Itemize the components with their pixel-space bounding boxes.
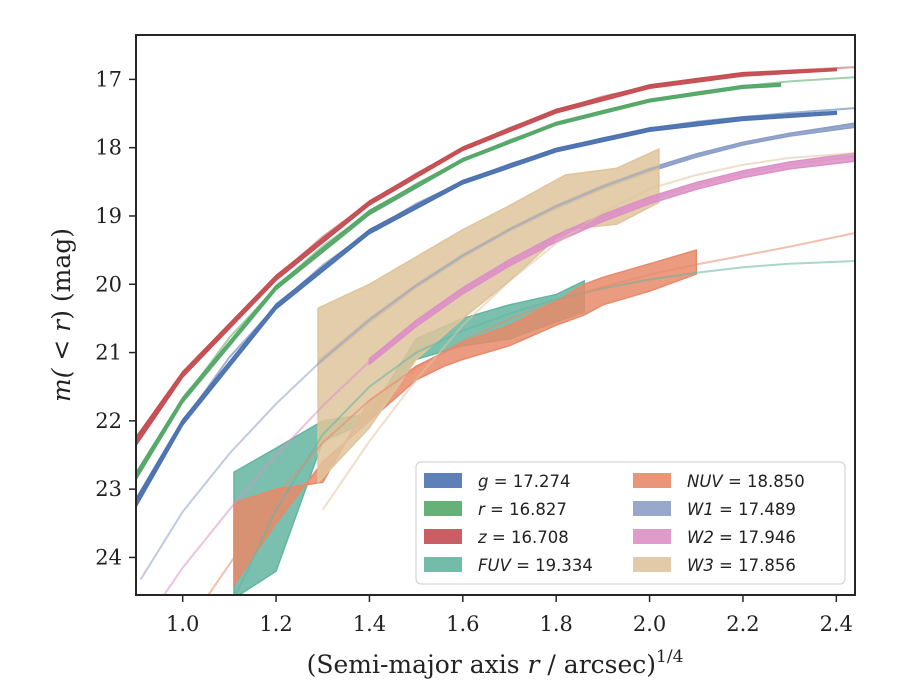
y-axis-label: m( < r) (mag) bbox=[47, 228, 76, 402]
y-tick-label: 18 bbox=[95, 136, 122, 160]
x-tick-label: 2.2 bbox=[726, 612, 759, 636]
legend-label-fuv: FUV = 19.334 bbox=[478, 556, 593, 575]
x-tick-label: 2.0 bbox=[633, 612, 666, 636]
y-tick-label: 23 bbox=[95, 477, 122, 501]
legend-label-w3: W3 = 17.856 bbox=[687, 556, 796, 575]
legend-swatch-w1 bbox=[633, 501, 671, 516]
y-tick-label: 20 bbox=[95, 272, 122, 296]
model-curve-r bbox=[136, 76, 855, 478]
legend-swatch-r bbox=[424, 501, 462, 516]
legend-label-w1: W1 = 17.489 bbox=[687, 500, 796, 519]
legend-label-r: r = 16.827 bbox=[478, 500, 567, 519]
x-tick-label: 1.4 bbox=[353, 612, 386, 636]
y-tick-label: 17 bbox=[95, 67, 122, 91]
legend-label-g: g = 17.274 bbox=[478, 472, 571, 491]
model-curve-w2 bbox=[163, 155, 855, 595]
x-tick-label: 1.6 bbox=[446, 612, 479, 636]
plot-frame bbox=[135, 34, 856, 596]
legend-label-nuv: NUV = 18.850 bbox=[687, 472, 805, 491]
y-tick-label: 24 bbox=[95, 545, 122, 569]
model-curve-nuv bbox=[207, 232, 855, 595]
y-axis-ticks: 17 18 19 20 21 22 23 24 bbox=[95, 67, 136, 569]
legend: g = 17.274 r = 16.827 z = 16.708 FUV = 19.3… bbox=[415, 461, 846, 585]
y-tick-label: 21 bbox=[95, 341, 122, 365]
x-tick-label: 1.2 bbox=[259, 612, 292, 636]
model-curve-w1 bbox=[139, 123, 855, 580]
x-tick-label: 1.8 bbox=[539, 612, 572, 636]
x-axis-ticks: 1.0 1.2 1.4 1.6 1.8 2.0 2.2 2.4 bbox=[166, 595, 853, 636]
band-g bbox=[136, 110, 838, 509]
y-tick-label: 22 bbox=[95, 409, 122, 433]
legend-label-w2: W2 = 17.946 bbox=[687, 528, 796, 547]
band-w2 bbox=[368, 152, 855, 366]
x-axis-label: (Semi-major axis r / arcsec)1/4 bbox=[307, 647, 684, 679]
legend-label-z: z = 16.708 bbox=[477, 528, 569, 547]
legend-swatch-w3 bbox=[633, 557, 671, 572]
model-curve-g bbox=[136, 107, 855, 504]
x-tick-label: 2.4 bbox=[820, 612, 853, 636]
legend-swatch-w2 bbox=[633, 529, 671, 544]
legend-swatch-fuv bbox=[424, 557, 462, 572]
legend-frame bbox=[415, 461, 846, 585]
legend-swatch-g bbox=[424, 473, 462, 488]
band-z bbox=[136, 67, 838, 447]
model-curves bbox=[136, 66, 855, 595]
x-tick-label: 1.0 bbox=[166, 612, 199, 636]
model-curve-z bbox=[136, 66, 855, 442]
y-tick-label: 19 bbox=[95, 204, 122, 228]
band-w3 bbox=[317, 147, 660, 485]
legend-swatch-z bbox=[424, 529, 462, 544]
legend-swatch-nuv bbox=[633, 473, 671, 488]
model-curve-fuv bbox=[234, 260, 855, 595]
